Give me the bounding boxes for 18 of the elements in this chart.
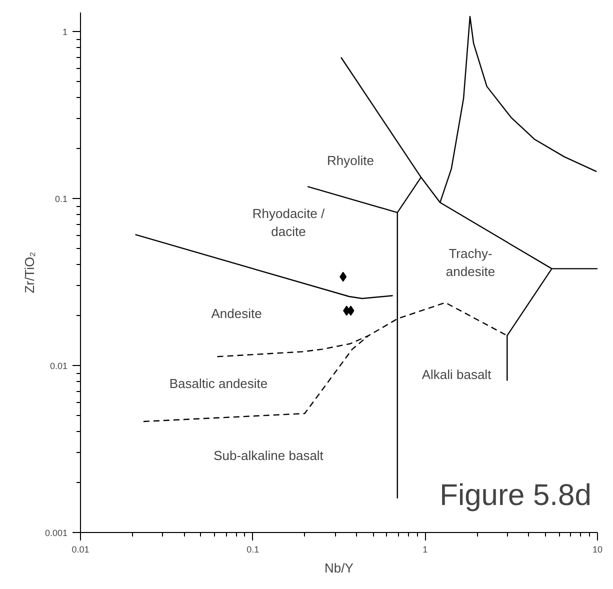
y-tick-label: 1 xyxy=(62,27,68,38)
x-tick-label: 10 xyxy=(592,544,603,554)
x-axis-title: Nb/Y xyxy=(324,560,354,576)
annotation: Andesite xyxy=(211,306,262,321)
x-tick-label: 0.1 xyxy=(246,544,260,554)
y-tick-label: 0.001 xyxy=(44,528,68,538)
annotation: Basaltic andesite xyxy=(169,376,268,391)
x-tick-label: 0.01 xyxy=(72,544,90,554)
y-tick-label: 0.01 xyxy=(50,361,68,372)
annotation: Rhyodacite / dacite xyxy=(252,206,326,239)
annotation: Sub-alkaline basalt xyxy=(214,448,324,463)
annotation: Rhyolite xyxy=(327,153,374,168)
annotation: Alkali basalt xyxy=(422,367,492,382)
x-tick-label: 1 xyxy=(422,544,428,554)
annotation: Figure 5.8d xyxy=(440,479,592,512)
y-tick-label: 0.1 xyxy=(54,194,68,204)
annotation: Trachy- andesite xyxy=(446,246,496,279)
y-axis-title: Zr/TiO₂ xyxy=(22,252,37,294)
